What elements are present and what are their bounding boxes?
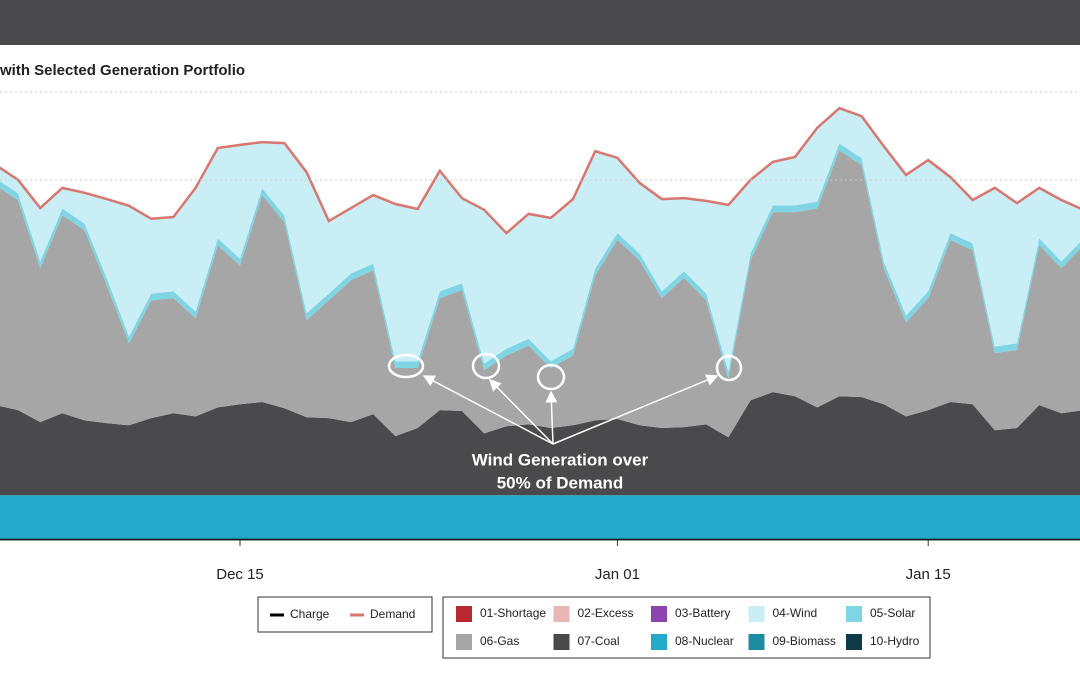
highlight-circle — [536, 363, 566, 391]
legend-swatch — [846, 634, 862, 650]
legend-swatch — [748, 634, 765, 650]
legend-swatch — [553, 634, 570, 650]
legend-swatch — [748, 606, 765, 622]
legend-label: 04-Wind — [773, 606, 818, 620]
arrow — [552, 374, 719, 445]
x-tick-label: Jan 01 — [595, 566, 640, 583]
legend-label: Demand — [370, 607, 415, 621]
highlight-circle — [387, 353, 425, 379]
area — [0, 495, 1080, 540]
legend-label: 02-Excess — [578, 606, 634, 620]
chart-title: with Selected Generation Portfolio — [0, 62, 245, 79]
area — [0, 143, 1080, 379]
legend-swatch — [456, 634, 472, 650]
line — [0, 106, 1080, 235]
legend-swatch — [651, 634, 667, 650]
legend-swatch — [553, 606, 570, 622]
plot-area — [0, 106, 1080, 540]
legend-label: Charge — [290, 607, 330, 621]
legend: Charge Demand 01-Shortage 02-Excess 03-Batte… — [270, 606, 920, 650]
legend-box — [257, 596, 433, 633]
annotation: Wind Generation over 50% of Demand — [387, 352, 743, 492]
arrow — [422, 375, 554, 445]
legend-label: 06-Gas — [480, 634, 519, 648]
legend-swatch — [456, 606, 472, 622]
x-tick-label: Jan 15 — [906, 566, 951, 583]
legend-swatch — [651, 606, 667, 622]
x-tick-label: Dec 15 — [216, 566, 264, 583]
legend-label: 10-Hydro — [870, 634, 920, 648]
area — [0, 150, 1080, 438]
legend-swatch — [846, 606, 862, 622]
arrow — [488, 378, 554, 445]
arrow — [545, 390, 558, 445]
annotation-text: Wind Generation over — [472, 450, 649, 469]
legend-label: 01-Shortage — [480, 606, 546, 620]
highlight-circle — [471, 352, 501, 380]
legend-label: 08-Nuclear — [675, 634, 734, 648]
highlight-circle — [715, 354, 743, 382]
legend-label: 09-Biomass — [773, 634, 836, 648]
area — [0, 392, 1080, 496]
header-bar — [0, 0, 1080, 45]
legend-label: 05-Solar — [870, 606, 915, 620]
legend-label: 03-Battery — [675, 606, 730, 620]
area — [0, 108, 1080, 372]
legend-label: 07-Coal — [578, 634, 620, 648]
annotation-text: 50% of Demand — [497, 473, 624, 492]
